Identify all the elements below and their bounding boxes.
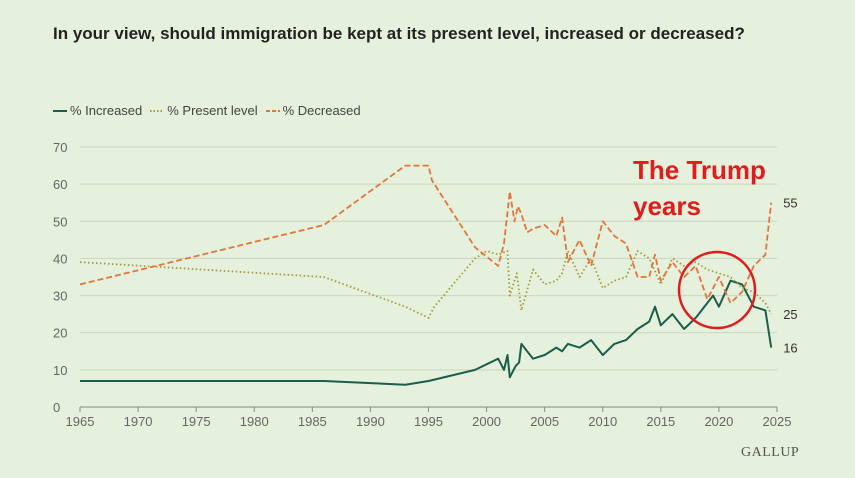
annotation: The Trump years xyxy=(633,152,766,224)
x-axis-ticks: 1965 1970 1975 1980 1985 1990 1995 2000 2005 2010… xyxy=(66,407,792,429)
end-label-increased: 16 xyxy=(783,341,797,356)
annotation-line1: The Trump xyxy=(633,155,766,185)
highlight-circle xyxy=(677,250,757,330)
y-tick-label: 40 xyxy=(53,251,67,266)
x-tick-label: 2025 xyxy=(763,414,792,429)
legend-label-decreased: % Decreased xyxy=(282,103,361,118)
x-tick-label: 1970 xyxy=(124,414,153,429)
x-tick-label: 2010 xyxy=(588,414,617,429)
series-line-increased xyxy=(80,279,773,386)
x-tick-label: 1975 xyxy=(182,414,211,429)
legend-swatch-present xyxy=(150,109,165,112)
series-line-present xyxy=(79,250,772,319)
legend-item-increased: % Increased xyxy=(53,103,142,118)
annotation-line2: years xyxy=(633,191,701,221)
y-tick-label: 50 xyxy=(53,214,67,229)
end-label-present: 25 xyxy=(783,307,797,322)
x-tick-label: 1980 xyxy=(240,414,269,429)
end-labels: 16 25 55 xyxy=(783,196,797,356)
brand-logo: GALLUP xyxy=(741,445,800,460)
y-tick-label: 20 xyxy=(53,326,67,341)
x-tick-label: 1985 xyxy=(298,414,327,429)
x-tick-label: 2020 xyxy=(704,414,733,429)
legend-label-present: % Present level xyxy=(167,103,258,118)
y-tick-label: 10 xyxy=(53,363,67,378)
y-axis-ticks: 0 10 20 30 40 50 60 70 xyxy=(53,140,67,415)
series-line-decreased xyxy=(79,164,773,304)
x-tick-label: 1990 xyxy=(356,414,385,429)
y-tick-label: 60 xyxy=(53,177,67,192)
legend-label-increased: % Increased xyxy=(70,103,143,118)
legend-item-decreased: % Decreased xyxy=(265,103,361,118)
x-tick-label: 2000 xyxy=(472,414,501,429)
legend-swatch-decreased xyxy=(265,109,280,112)
chart-title: In your view, should immigration be kept… xyxy=(53,24,745,43)
y-tick-label: 0 xyxy=(53,400,60,415)
legend-item-present: % Present level xyxy=(150,103,258,118)
x-tick-label: 2005 xyxy=(530,414,559,429)
x-tick-label: 1965 xyxy=(66,414,95,429)
series-lines xyxy=(79,164,773,386)
y-tick-label: 30 xyxy=(53,289,67,304)
end-label-decreased: 55 xyxy=(783,196,797,211)
legend: % Increased % Present level % Decreased xyxy=(53,103,369,118)
y-tick-label: 70 xyxy=(53,140,67,155)
x-tick-label: 1995 xyxy=(414,414,443,429)
x-tick-label: 2015 xyxy=(646,414,675,429)
legend-swatch-increased xyxy=(53,109,67,112)
